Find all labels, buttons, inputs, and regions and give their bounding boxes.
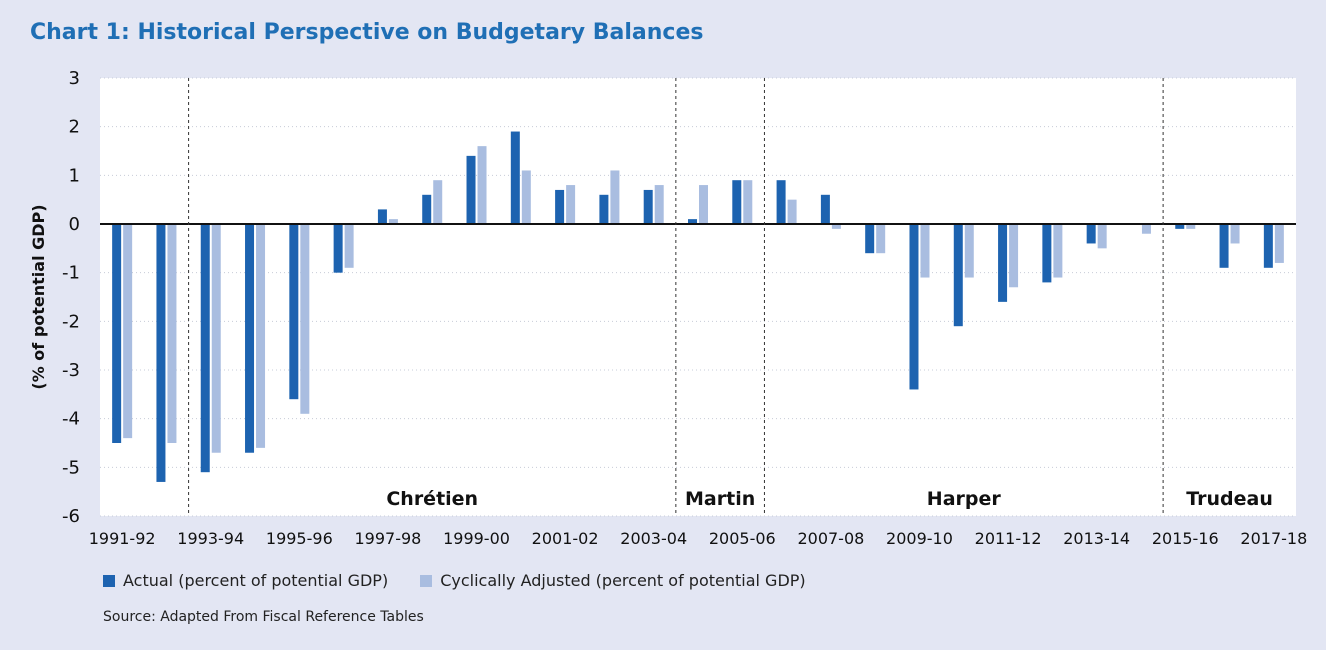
legend-label-adjusted: Cyclically Adjusted (percent of potentia… bbox=[440, 571, 806, 590]
era-label-harper: Harper bbox=[927, 488, 1002, 510]
x-tick-label: 1999-00 bbox=[443, 529, 510, 548]
bar-actual bbox=[1219, 224, 1229, 268]
bar-adjusted bbox=[566, 185, 576, 224]
bar-actual bbox=[112, 224, 122, 443]
bar-adjusted bbox=[1053, 224, 1063, 278]
legend-label-actual: Actual (percent of potential GDP) bbox=[123, 571, 389, 590]
bar-actual bbox=[377, 209, 387, 224]
bar-actual bbox=[289, 224, 299, 400]
bar-adjusted bbox=[1141, 224, 1151, 234]
bar-adjusted bbox=[256, 224, 266, 448]
bar-adjusted bbox=[743, 180, 753, 224]
bar-actual bbox=[599, 194, 609, 224]
bar-adjusted bbox=[1097, 224, 1107, 249]
bar-adjusted bbox=[610, 170, 620, 224]
x-tick-label: 1997-98 bbox=[354, 529, 421, 548]
bar-adjusted bbox=[167, 224, 177, 443]
era-label-martin: Martin bbox=[685, 488, 755, 510]
y-tick-label: -3 bbox=[62, 360, 80, 381]
bar-adjusted bbox=[654, 185, 664, 224]
bar-actual bbox=[776, 180, 786, 224]
source-note: Source: Adapted From Fiscal Reference Ta… bbox=[103, 609, 424, 625]
y-axis-label: (% of potential GDP) bbox=[29, 204, 48, 389]
bar-actual bbox=[1175, 224, 1185, 229]
bar-adjusted bbox=[300, 224, 310, 414]
y-tick-label: 0 bbox=[69, 214, 80, 235]
bar-actual bbox=[1042, 224, 1052, 283]
legend-item-actual: Actual (percent of potential GDP) bbox=[103, 571, 388, 590]
bar-adjusted bbox=[1274, 224, 1284, 263]
plot-background bbox=[100, 78, 1296, 516]
y-tick-label: -5 bbox=[62, 457, 80, 478]
bar-actual bbox=[909, 224, 919, 390]
bar-actual bbox=[466, 155, 476, 224]
era-label-trudeau: Trudeau bbox=[1186, 488, 1273, 510]
bar-actual bbox=[555, 189, 565, 224]
bar-adjusted bbox=[964, 224, 974, 278]
bar-actual bbox=[333, 224, 343, 273]
y-tick-label: -4 bbox=[62, 409, 80, 430]
bar-actual bbox=[865, 224, 875, 254]
bar-actual bbox=[245, 224, 255, 453]
era-label-chrtien: Chrétien bbox=[386, 488, 478, 510]
y-tick-label: -1 bbox=[62, 263, 80, 284]
legend: Actual (percent of potential GDP) Cyclic… bbox=[103, 571, 838, 590]
bar-adjusted bbox=[831, 224, 841, 229]
bar-adjusted bbox=[123, 224, 133, 439]
y-tick-label: -6 bbox=[62, 506, 80, 527]
bar-adjusted bbox=[211, 224, 221, 453]
bar-actual bbox=[953, 224, 963, 327]
bar-adjusted bbox=[344, 224, 354, 268]
bar-actual bbox=[156, 224, 166, 482]
chart-title: Chart 1: Historical Perspective on Budge… bbox=[30, 20, 704, 45]
bar-actual bbox=[820, 194, 830, 224]
bar-adjusted bbox=[1186, 224, 1196, 229]
x-tick-label: 2009-10 bbox=[886, 529, 953, 548]
y-tick-label: 1 bbox=[69, 165, 80, 186]
y-tick-label: -2 bbox=[62, 311, 80, 332]
bar-adjusted bbox=[1230, 224, 1240, 244]
x-tick-label: 2013-14 bbox=[1063, 529, 1130, 548]
bar-actual bbox=[643, 189, 653, 224]
bar-adjusted bbox=[388, 219, 398, 224]
x-tick-label: 1993-94 bbox=[177, 529, 244, 548]
legend-item-adjusted: Cyclically Adjusted (percent of potentia… bbox=[420, 571, 806, 590]
bar-actual bbox=[510, 131, 520, 224]
x-tick-label: 2005-06 bbox=[709, 529, 776, 548]
y-tick-label: 3 bbox=[69, 68, 80, 89]
bar-adjusted bbox=[477, 146, 487, 224]
bar-actual bbox=[732, 180, 742, 224]
legend-swatch-adjusted bbox=[420, 574, 433, 587]
bar-adjusted bbox=[521, 170, 531, 224]
bar-adjusted bbox=[876, 224, 886, 254]
bar-adjusted bbox=[699, 185, 708, 224]
x-tick-label: 2003-04 bbox=[620, 529, 687, 548]
bar-actual bbox=[1263, 224, 1273, 268]
bar-adjusted bbox=[433, 180, 443, 224]
x-tick-label: 1995-96 bbox=[266, 529, 333, 548]
bar-actual bbox=[998, 224, 1008, 302]
bar-actual bbox=[200, 224, 210, 473]
bar-actual bbox=[1086, 224, 1096, 244]
x-tick-label: 2007-08 bbox=[797, 529, 864, 548]
bar-actual bbox=[422, 194, 432, 224]
x-tick-label: 1991-92 bbox=[89, 529, 156, 548]
bar-actual bbox=[688, 219, 697, 224]
bar-adjusted bbox=[920, 224, 930, 278]
bar-adjusted bbox=[1009, 224, 1019, 288]
x-tick-label: 2001-02 bbox=[532, 529, 599, 548]
legend-swatch-actual bbox=[103, 574, 115, 587]
bar-adjusted bbox=[787, 199, 797, 224]
x-tick-label: 2017-18 bbox=[1240, 529, 1307, 548]
x-tick-label: 2015-16 bbox=[1152, 529, 1219, 548]
y-tick-label: 2 bbox=[69, 117, 80, 138]
x-tick-label: 2011-12 bbox=[975, 529, 1042, 548]
